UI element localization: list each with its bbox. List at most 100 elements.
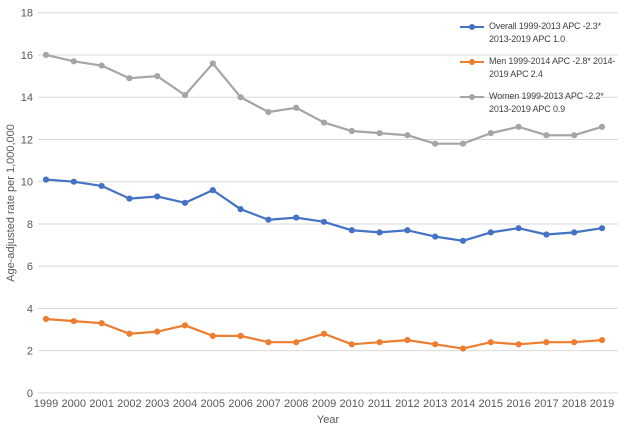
y-tick-label: 2 bbox=[27, 346, 33, 358]
series-women bbox=[42, 51, 606, 147]
data-point-overall-2001 bbox=[98, 182, 105, 190]
data-point-women-2007 bbox=[265, 108, 272, 116]
data-point-men-2015 bbox=[487, 339, 494, 346]
y-tick-label: 8 bbox=[27, 219, 33, 231]
data-point-women-2015 bbox=[487, 130, 494, 137]
x-tick-label: 2009 bbox=[312, 398, 336, 410]
data-point-men-2019 bbox=[598, 337, 606, 344]
data-point-women-2013 bbox=[432, 140, 439, 147]
data-point-overall-2019 bbox=[598, 225, 606, 232]
data-point-men-2002 bbox=[126, 330, 133, 337]
data-point-overall-2009 bbox=[320, 218, 328, 225]
data-point-men-2006 bbox=[237, 332, 244, 339]
data-point-overall-2004 bbox=[181, 199, 189, 206]
data-point-women-2005 bbox=[209, 60, 216, 67]
legend-label-women: Women 1999-2013 APC -2.2* 2013-2019 APC … bbox=[489, 91, 604, 114]
data-point-overall-2005 bbox=[209, 187, 216, 194]
data-point-men-2004 bbox=[181, 322, 189, 329]
data-point-overall-2014 bbox=[459, 237, 467, 244]
legend-label-overall: Overall 1999-2013 APC -2.3* 2013-2019 AP… bbox=[489, 21, 602, 44]
x-tick-label: 2000 bbox=[62, 398, 86, 410]
data-point-overall-2013 bbox=[432, 233, 439, 240]
data-point-overall-2003 bbox=[154, 193, 161, 200]
x-tick-label: 2015 bbox=[479, 398, 503, 410]
data-point-men-2003 bbox=[154, 328, 161, 335]
legend-line-marker-icon bbox=[460, 59, 484, 65]
x-tick-label: 2006 bbox=[228, 398, 252, 410]
x-tick-label: 2003 bbox=[145, 398, 169, 410]
x-tick-label: 2016 bbox=[506, 398, 530, 410]
data-point-overall-2012 bbox=[404, 227, 411, 234]
data-point-women-2009 bbox=[320, 119, 328, 126]
y-axis-title: Age-adjusted rate per 1,000,000 bbox=[5, 124, 17, 282]
data-point-men-2011 bbox=[376, 339, 383, 346]
y-tick-label: 4 bbox=[27, 303, 33, 315]
y-tick-label: 12 bbox=[21, 134, 33, 146]
data-point-women-2017 bbox=[543, 132, 550, 139]
data-point-men-2017 bbox=[543, 339, 550, 346]
data-point-men-2005 bbox=[209, 332, 216, 339]
chart-legend: Overall 1999-2013 APC -2.3* 2013-2019 AP… bbox=[460, 20, 620, 125]
data-point-overall-2006 bbox=[237, 206, 244, 213]
legend-line-marker-icon bbox=[460, 24, 484, 30]
data-point-overall-2017 bbox=[543, 231, 550, 238]
data-point-men-2007 bbox=[265, 339, 272, 346]
data-point-men-2000 bbox=[70, 317, 77, 325]
x-tick-label: 2007 bbox=[256, 398, 280, 410]
legend-entry-overall: Overall 1999-2013 APC -2.3* 2013-2019 AP… bbox=[460, 20, 620, 45]
data-point-overall-2010 bbox=[348, 227, 355, 234]
data-point-women-2016 bbox=[515, 123, 522, 130]
x-tick-label: 2010 bbox=[340, 398, 364, 410]
data-point-men-2016 bbox=[515, 341, 522, 348]
x-tick-label: 2008 bbox=[284, 398, 308, 410]
data-point-men-2012 bbox=[404, 337, 411, 344]
x-axis-tick-labels: 1999 2000 2001 2002 2003 2004 2005 2006 2007 2008… bbox=[34, 398, 614, 410]
data-point-women-2019 bbox=[598, 123, 606, 130]
data-point-overall-2018 bbox=[571, 229, 578, 236]
data-point-overall-2011 bbox=[376, 229, 383, 236]
y-tick-label: 16 bbox=[21, 50, 33, 62]
legend-line-marker-icon bbox=[460, 94, 484, 100]
data-point-women-2010 bbox=[348, 127, 355, 135]
series-line-overall bbox=[44, 178, 604, 242]
x-tick-label: 2002 bbox=[117, 398, 141, 410]
x-tick-label: 1999 bbox=[34, 398, 58, 410]
x-tick-label: 2001 bbox=[89, 398, 113, 410]
data-point-overall-2000 bbox=[70, 178, 77, 185]
data-point-men-2008 bbox=[293, 339, 300, 346]
x-tick-label: 2019 bbox=[590, 398, 614, 410]
y-tick-label: 0 bbox=[27, 388, 33, 400]
series-overall bbox=[42, 176, 606, 244]
x-tick-label: 2012 bbox=[395, 398, 419, 410]
x-tick-label: 2014 bbox=[451, 398, 475, 410]
data-point-men-2014 bbox=[459, 345, 467, 352]
data-point-men-2010 bbox=[348, 341, 355, 348]
legend-entry-women: Women 1999-2013 APC -2.2* 2013-2019 APC … bbox=[460, 90, 620, 115]
data-point-men-2013 bbox=[432, 341, 439, 348]
data-point-women-2003 bbox=[154, 73, 161, 80]
x-tick-label: 2018 bbox=[562, 398, 586, 410]
data-point-women-2014 bbox=[459, 140, 467, 147]
data-point-overall-1999 bbox=[42, 176, 50, 183]
series-men bbox=[42, 315, 606, 352]
data-point-overall-2002 bbox=[126, 195, 133, 202]
data-point-women-2000 bbox=[70, 58, 77, 65]
data-point-women-2018 bbox=[571, 132, 578, 139]
data-point-women-2004 bbox=[181, 92, 189, 99]
data-point-overall-2007 bbox=[265, 216, 272, 223]
data-point-men-2009 bbox=[320, 330, 328, 337]
data-point-overall-2015 bbox=[487, 229, 494, 236]
data-point-women-2002 bbox=[126, 75, 133, 82]
legend-label-men: Men 1999-2014 APC -2.8* 2014-2019 APC 2.… bbox=[489, 56, 616, 79]
x-axis-title: Year bbox=[316, 414, 340, 426]
data-point-women-2008 bbox=[293, 104, 300, 111]
legend-entry-men: Men 1999-2014 APC -2.8* 2014-2019 APC 2.… bbox=[460, 55, 620, 80]
data-point-overall-2016 bbox=[515, 225, 522, 232]
y-tick-label: 18 bbox=[21, 8, 33, 20]
data-point-men-2001 bbox=[98, 320, 105, 327]
x-tick-label: 2011 bbox=[368, 398, 392, 410]
data-point-women-2012 bbox=[404, 132, 411, 139]
data-point-women-1999 bbox=[42, 51, 50, 59]
